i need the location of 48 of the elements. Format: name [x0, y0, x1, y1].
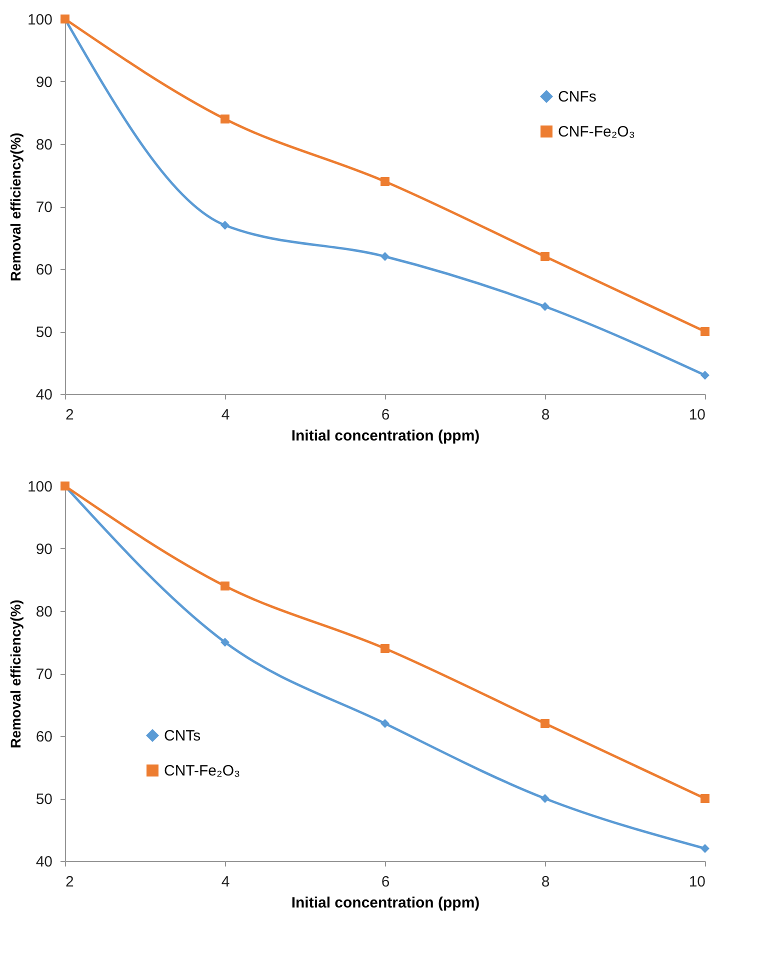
point — [700, 794, 710, 803]
legend-label: CNF-Fe₂O₃ — [558, 124, 635, 140]
x-tick-label: 6 — [381, 406, 390, 424]
x-tick-label: 4 — [221, 874, 230, 890]
point — [220, 114, 230, 124]
point — [700, 327, 710, 336]
legend-label: CNFs — [558, 88, 596, 106]
point — [540, 302, 550, 311]
x-tick-label: 8 — [541, 406, 550, 424]
point — [380, 644, 390, 653]
y-tick-label: 90 — [36, 541, 52, 558]
point — [540, 252, 550, 261]
point — [220, 638, 230, 647]
legend-label: CNT-Fe₂O₃ — [164, 762, 240, 780]
x-tick-label: 4 — [221, 406, 230, 424]
y-tick-label: 60 — [36, 728, 52, 746]
x-tick-label: 2 — [66, 406, 74, 424]
y-axis-title: Removal efficiency(%) — [7, 600, 24, 748]
point — [380, 252, 390, 261]
legend-label: CNTs — [164, 728, 201, 744]
y-tick-label: 80 — [36, 136, 52, 154]
y-tick-label: 40 — [36, 386, 52, 404]
y-tick-label: 40 — [36, 854, 52, 870]
y-tick-label: 70 — [36, 666, 52, 683]
y-tick-label: 70 — [36, 199, 52, 216]
x-tick-label: 10 — [688, 406, 706, 424]
y-tick-label: 60 — [36, 262, 52, 278]
x-tick-label: 8 — [541, 874, 550, 890]
y-tick-label: 50 — [36, 324, 52, 341]
point — [540, 719, 550, 728]
x-axis-title: Initial concentration (ppm) — [291, 894, 480, 912]
point — [700, 844, 710, 853]
y-tick-label: 100 — [27, 478, 52, 496]
x-axis-title: Initial concentration (ppm) — [291, 428, 480, 444]
point — [380, 719, 390, 728]
point — [380, 177, 390, 186]
y-tick-label: 50 — [36, 791, 52, 808]
point — [220, 220, 230, 230]
x-tick-label: 2 — [66, 874, 74, 890]
y-tick-label: 90 — [36, 74, 52, 91]
x-tick-label: 6 — [381, 874, 390, 890]
point — [700, 370, 710, 380]
y-tick-label: 100 — [27, 12, 52, 28]
point — [540, 794, 550, 803]
y-axis-title: Removal efficiency(%) — [7, 132, 24, 282]
x-tick-label: 10 — [688, 874, 706, 890]
point — [220, 582, 230, 590]
y-tick-label: 80 — [36, 604, 52, 620]
